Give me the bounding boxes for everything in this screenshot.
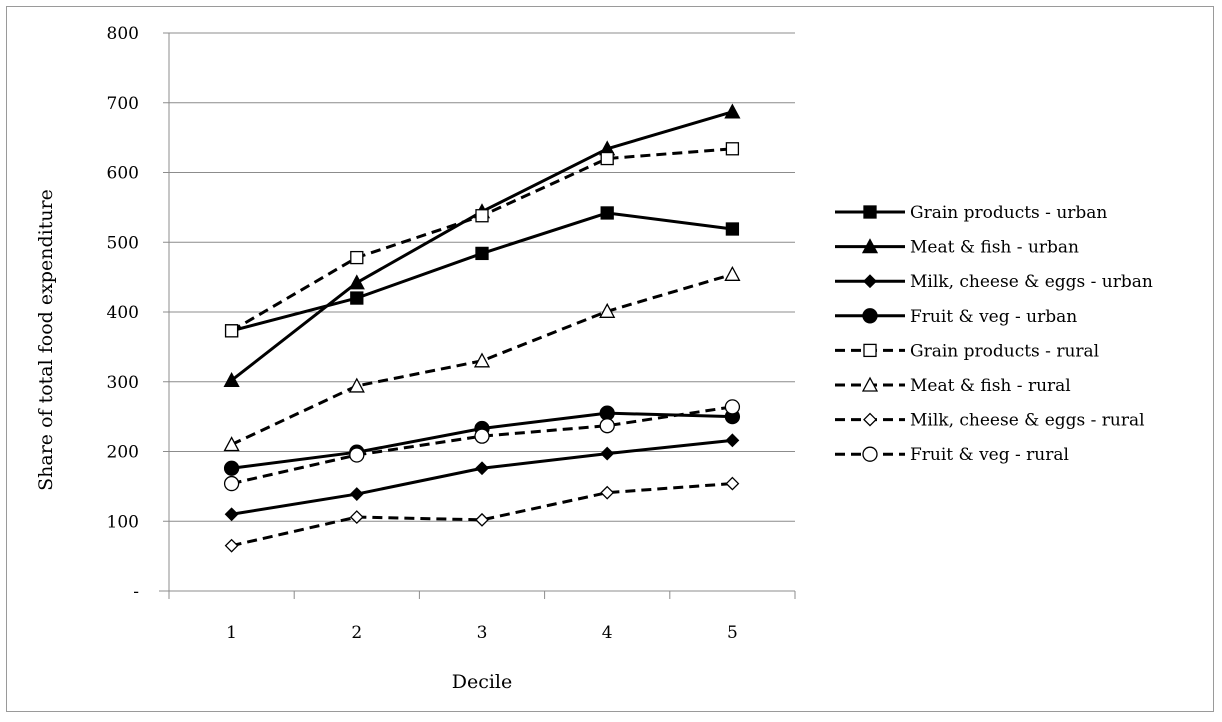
data-point: [724, 265, 741, 281]
legend-label: Meat & fish - urban: [910, 238, 1079, 258]
legend-item: Milk, cheese & eggs - rural: [835, 411, 1145, 431]
y-tick-label: -: [133, 582, 139, 602]
data-point: [473, 352, 491, 368]
legend-marker: [862, 308, 878, 324]
data-point: [599, 405, 615, 421]
legend-item: Fruit & veg - rural: [835, 445, 1069, 465]
legend-label: Meat & fish - rural: [910, 376, 1071, 396]
data-point: [224, 324, 239, 338]
y-axis-title: Share of total food expenditure: [35, 189, 57, 491]
legend-marker: [861, 238, 879, 254]
data-point: [223, 436, 240, 452]
series-7: [224, 476, 740, 553]
series-1: [224, 206, 740, 338]
legend-label: Grain products - rural: [910, 341, 1099, 361]
data-point: [600, 206, 614, 220]
data-point: [223, 371, 240, 388]
data-point: [475, 461, 489, 476]
data-point: [725, 222, 740, 236]
chart-frame: [6, 6, 1214, 712]
data-point: [474, 428, 490, 444]
data-point: [599, 302, 616, 318]
legend-item: Milk, cheese & eggs - urban: [835, 272, 1153, 292]
legend-label: Fruit & veg - rural: [910, 445, 1069, 465]
series-6: [223, 265, 741, 452]
data-point: [725, 433, 740, 448]
y-tick-labels: - 100 200 300 400 500 600 700 800: [107, 24, 139, 602]
y-tick-label: 300: [107, 373, 139, 393]
data-point: [224, 538, 239, 553]
data-point: [600, 151, 614, 166]
data-point: [350, 291, 364, 305]
data-point: [349, 487, 364, 501]
legend-item: Fruit & veg - urban: [835, 307, 1077, 327]
series-line: [230, 147, 733, 333]
series-3: [224, 433, 740, 522]
data-point: [348, 274, 365, 290]
series-8: [223, 399, 741, 492]
data-point: [600, 446, 615, 461]
series-line: [230, 110, 733, 382]
series-2: [223, 103, 741, 388]
legend-item: Meat & fish - rural: [835, 376, 1071, 396]
legend-marker: [863, 205, 877, 219]
data-point: [725, 142, 740, 156]
y-tick-label: 500: [107, 233, 139, 253]
y-tick-label: 700: [107, 94, 139, 114]
series-line: [231, 482, 733, 548]
x-tick-label: 3: [477, 623, 488, 643]
data-point: [725, 476, 740, 491]
data-point: [475, 209, 489, 223]
series-line: [231, 405, 733, 486]
y-tick-label: 100: [107, 512, 139, 532]
legend-label: Fruit & veg - urban: [910, 307, 1077, 327]
legend-label: Grain products - urban: [910, 203, 1107, 223]
x-tick-label: 1: [226, 623, 237, 643]
data-point: [475, 512, 489, 527]
legend-marker: [863, 412, 877, 427]
legend-item: Grain products - urban: [835, 203, 1107, 223]
data-point: [348, 377, 365, 393]
series-5: [224, 142, 740, 338]
data-point: [223, 460, 240, 476]
legend-marker: [863, 343, 877, 358]
data-point: [349, 510, 364, 524]
data-point: [350, 250, 364, 265]
legend-marker: [861, 376, 879, 392]
legend-marker: [863, 274, 877, 289]
legend-marker: [862, 446, 878, 462]
data-point: [224, 507, 239, 522]
y-tick-label: 800: [107, 24, 139, 44]
gridlines: [169, 32, 795, 522]
x-tick-label: 2: [351, 623, 362, 643]
legend-label: Milk, cheese & eggs - urban: [910, 272, 1153, 292]
legend-item: Grain products - rural: [835, 341, 1099, 361]
data-point: [724, 399, 741, 415]
legend: Grain products - urban Meat & fish - urba…: [835, 203, 1153, 465]
x-axis-title: Decile: [452, 671, 513, 693]
axes: [159, 32, 796, 599]
y-tick-label: 600: [107, 164, 139, 184]
x-tick-label: 4: [602, 623, 613, 643]
data-point: [724, 103, 741, 119]
data-point: [600, 485, 615, 500]
series-lines: [223, 103, 741, 553]
y-tick-label: 400: [107, 303, 139, 323]
x-tick-label: 5: [727, 623, 738, 643]
data-point: [599, 418, 615, 434]
data-point: [475, 246, 489, 261]
series-line: [231, 211, 733, 333]
data-point: [223, 475, 240, 492]
data-point: [349, 447, 365, 463]
legend-label: Milk, cheese & eggs - rural: [910, 411, 1145, 431]
x-tick-labels: 1 2 3 4 5: [226, 623, 738, 643]
y-tick-label: 200: [107, 443, 139, 463]
legend-item: Meat & fish - urban: [835, 238, 1079, 258]
